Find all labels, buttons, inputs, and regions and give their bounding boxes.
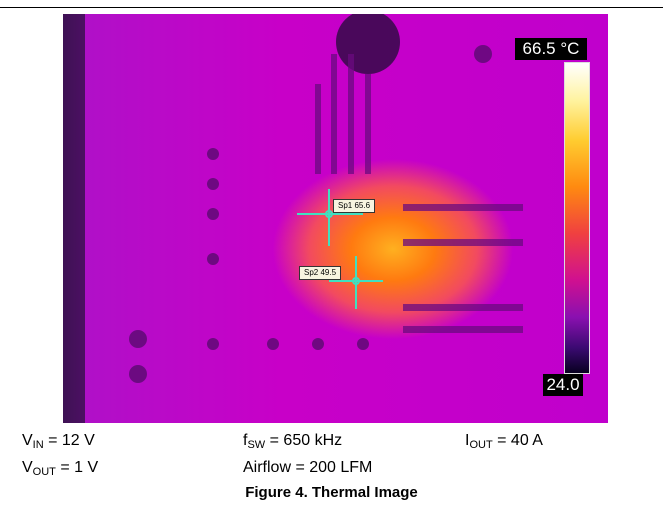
airflow-condition: Airflow = 200 LFM — [243, 459, 373, 476]
thermal-image: Sp1 65.6 Sp2 49.5 66.5 °C 24.0 — [63, 14, 608, 423]
spot-1-crosshair — [297, 189, 363, 246]
figure-caption: Figure 4. Thermal Image — [245, 484, 418, 501]
vout-condition: VOUT = 1 V — [22, 459, 99, 478]
vin-condition: VIN = 12 V — [22, 432, 95, 451]
fsw-condition: fSW = 650 kHz — [243, 432, 343, 451]
temperature-color-scale — [564, 62, 590, 374]
top-rule — [0, 7, 663, 8]
iout-condition: IOUT = 40 A — [465, 432, 543, 451]
spot-2-label: Sp2 49.5 — [299, 266, 342, 280]
spot-2-crosshair — [329, 256, 383, 309]
temperature-scale-min: 24.0 — [543, 374, 583, 396]
spot-1-label: Sp1 65.6 — [333, 199, 376, 213]
temperature-scale-max: 66.5 °C — [515, 38, 587, 60]
board-features — [63, 14, 523, 423]
